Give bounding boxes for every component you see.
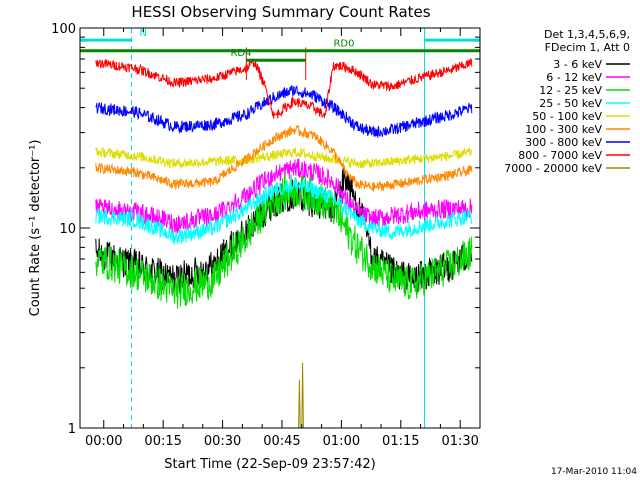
series-line-5 — [95, 124, 473, 192]
x-tick-label: 00:00 — [85, 434, 122, 449]
legend-label-6: 300 - 800 keV — [525, 136, 602, 149]
x-tick-label: 00:30 — [204, 434, 241, 449]
series-line-3 — [95, 178, 473, 245]
x-tick-label: 00:15 — [144, 434, 181, 449]
series-line-7 — [95, 57, 473, 119]
x-tick-label: 01:00 — [323, 434, 360, 449]
timestamp: 17-Mar-2010 11:04 — [551, 467, 637, 477]
legend: Det 1,3,4,5,6,9, FDecim 1, Att 0 3 - 6 k… — [504, 28, 630, 175]
series-line-4 — [95, 147, 472, 170]
y-tick-label: 100 — [51, 22, 76, 37]
series-line-6 — [95, 85, 473, 138]
series-line-2 — [95, 174, 473, 309]
legend-label-2: 12 - 25 keV — [539, 84, 602, 97]
x-axis-label: Start Time (22-Sep-09 23:57:42) — [164, 457, 375, 472]
x-tick-label: 01:30 — [441, 434, 478, 449]
legend-label-0: 3 - 6 keV — [553, 58, 602, 71]
series-line-8 — [289, 362, 309, 429]
legend-label-5: 100 - 300 keV — [525, 123, 602, 136]
plot-area — [79, 28, 481, 429]
y-axis-label: Count Rate (s⁻¹ detector⁻¹) — [28, 140, 43, 317]
flag-label-rd0: RD0 — [333, 39, 354, 50]
y-tick-label: 10 — [59, 222, 76, 237]
legend-label-7: 800 - 7000 keV — [518, 149, 602, 162]
legend-label-4: 50 - 100 keV — [532, 110, 602, 123]
legend-header-line-1: Det 1,3,4,5,6,9, — [544, 28, 630, 41]
legend-label-1: 6 - 12 keV — [546, 71, 602, 84]
flag-label-rd4: RD4 — [230, 48, 251, 59]
legend-header-line-2: FDecim 1, Att 0 — [545, 41, 630, 54]
legend-label-8: 7000 - 20000 keV — [504, 162, 602, 175]
flag-lines: RD0 RD4 N — [80, 28, 480, 62]
chart-title: HESSI Observing Summary Count Rates — [131, 3, 430, 21]
axes: 00:00 00:15 00:30 00:45 01:00 01:15 01:30 1 10 10… — [51, 22, 481, 449]
legend-label-3: 25 - 50 keV — [539, 97, 602, 110]
flag-label-n: N — [139, 28, 146, 39]
x-tick-label: 01:15 — [382, 434, 419, 449]
y-tick-label: 1 — [68, 422, 76, 437]
x-tick-label: 00:45 — [263, 434, 300, 449]
